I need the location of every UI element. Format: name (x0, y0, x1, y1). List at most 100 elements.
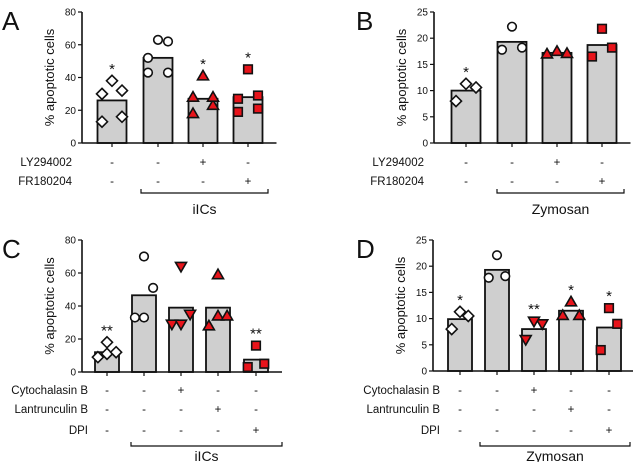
treatment-sign: - (458, 425, 462, 437)
data-point-circle (138, 312, 150, 323)
data-point-square (603, 303, 615, 314)
treatment-sign: - (458, 404, 462, 416)
data-point-triangle-up (220, 308, 234, 321)
data-point-triangle-up (572, 308, 587, 321)
significance-marker: * (457, 292, 463, 309)
treatment-label: LY294002 (372, 157, 424, 169)
y-tick-label: 15 (417, 60, 429, 71)
data-point-diamond (459, 77, 473, 91)
treatment-sign: - (179, 425, 183, 437)
treatment-sign: - (555, 176, 559, 188)
treatment-sign: - (532, 425, 536, 437)
treatment-label: LY294002 (20, 157, 72, 169)
data-point-diamond (95, 87, 109, 101)
data-point-diamond (449, 94, 463, 108)
treatment-sign: - (179, 404, 183, 416)
treatment-sign: - (246, 157, 250, 169)
group-bracket (496, 189, 625, 194)
data-point-triangle-up (186, 90, 200, 102)
y-axis-label: % apoptotic cells (42, 28, 57, 126)
treatment-sign: + (599, 176, 606, 188)
data-point-diamond (109, 345, 123, 359)
treatment-sign: - (607, 404, 611, 416)
data-point-square (232, 106, 244, 117)
group-label: iICs (194, 448, 218, 462)
data-point-diamond (115, 83, 129, 98)
y-tick-label: 40 (65, 302, 77, 313)
data-point-square (606, 42, 618, 53)
data-point-diamond (469, 80, 483, 95)
treatment-sign: - (532, 404, 536, 416)
data-point-triangle-down (518, 334, 533, 347)
treatment-sign: - (510, 157, 514, 169)
y-tick-label: 80 (65, 236, 77, 247)
y-tick-label: 0 (422, 139, 428, 150)
treatment-sign: - (464, 157, 468, 169)
group-label: Zymosan (526, 448, 584, 462)
significance-marker: * (200, 56, 206, 73)
significance-marker: * (463, 64, 469, 81)
bar (496, 40, 528, 144)
data-point-diamond (115, 110, 129, 124)
significance-marker: * (606, 288, 612, 305)
y-axis-label: % apoptotic cells (394, 28, 409, 126)
group-label: Zymosan (532, 201, 590, 217)
treatment-sign: - (510, 176, 514, 188)
treatment-sign: - (110, 176, 114, 188)
data-point-circle (129, 312, 140, 323)
treatment-sign: - (216, 425, 220, 437)
data-point-diamond (453, 305, 467, 319)
bar (450, 89, 482, 144)
data-point-square (596, 23, 608, 34)
treatment-sign: - (156, 176, 160, 188)
y-tick-label: 0 (70, 139, 76, 150)
data-point-triangle-down (527, 316, 541, 329)
y-tick-label: 5 (422, 112, 428, 123)
significance-marker: ** (250, 326, 262, 343)
data-point-triangle-up (555, 308, 570, 321)
treatment-sign: - (142, 404, 146, 416)
y-tick-label: 15 (416, 288, 428, 299)
bar (541, 51, 573, 144)
data-point-diamond (461, 309, 475, 323)
data-point-triangle-up (206, 98, 220, 111)
data-point-triangle-down (165, 319, 179, 332)
data-point-diamond (100, 335, 114, 349)
y-tick-label: 25 (416, 236, 428, 247)
data-point-triangle-up (540, 46, 554, 59)
data-point-triangle-down (183, 309, 197, 322)
group-bracket (140, 189, 269, 194)
data-point-triangle-up (206, 90, 220, 102)
data-point-circle (152, 34, 164, 45)
treatment-sign: + (253, 425, 260, 437)
panel-label: C (2, 234, 21, 264)
data-point-square (252, 90, 264, 101)
treatment-sign: - (142, 425, 146, 437)
treatment-sign: - (105, 425, 109, 437)
data-point-circle (142, 52, 154, 63)
treatment-label: DPI (421, 425, 440, 437)
data-point-diamond (445, 322, 459, 336)
significance-marker: * (568, 282, 574, 299)
treatment-sign: - (110, 157, 114, 169)
data-point-circle (138, 251, 150, 262)
treatment-sign: - (458, 385, 462, 397)
treatment-sign: - (142, 385, 146, 397)
treatment-sign: + (554, 157, 561, 169)
treatment-label: Lantrunculin B (14, 404, 88, 416)
data-point-triangle-up (196, 68, 210, 81)
y-axis-label: % apoptotic cells (42, 257, 57, 355)
data-point-triangle-up (211, 308, 225, 321)
treatment-sign: + (200, 157, 207, 169)
data-point-diamond (105, 74, 119, 88)
treatment-sign: - (254, 385, 258, 397)
data-point-circle (483, 272, 494, 283)
data-point-circle (516, 42, 528, 53)
treatment-sign: - (607, 385, 611, 397)
treatment-sign: - (495, 425, 499, 437)
y-tick-label: 20 (416, 262, 428, 273)
panel-b: B % apoptotic cells 0 5 10 15 20 25 * LY294002 - - +… (356, 6, 631, 217)
y-tick-label: 0 (70, 368, 76, 379)
data-point-triangle-up (550, 44, 564, 57)
panel-label: A (2, 6, 20, 36)
